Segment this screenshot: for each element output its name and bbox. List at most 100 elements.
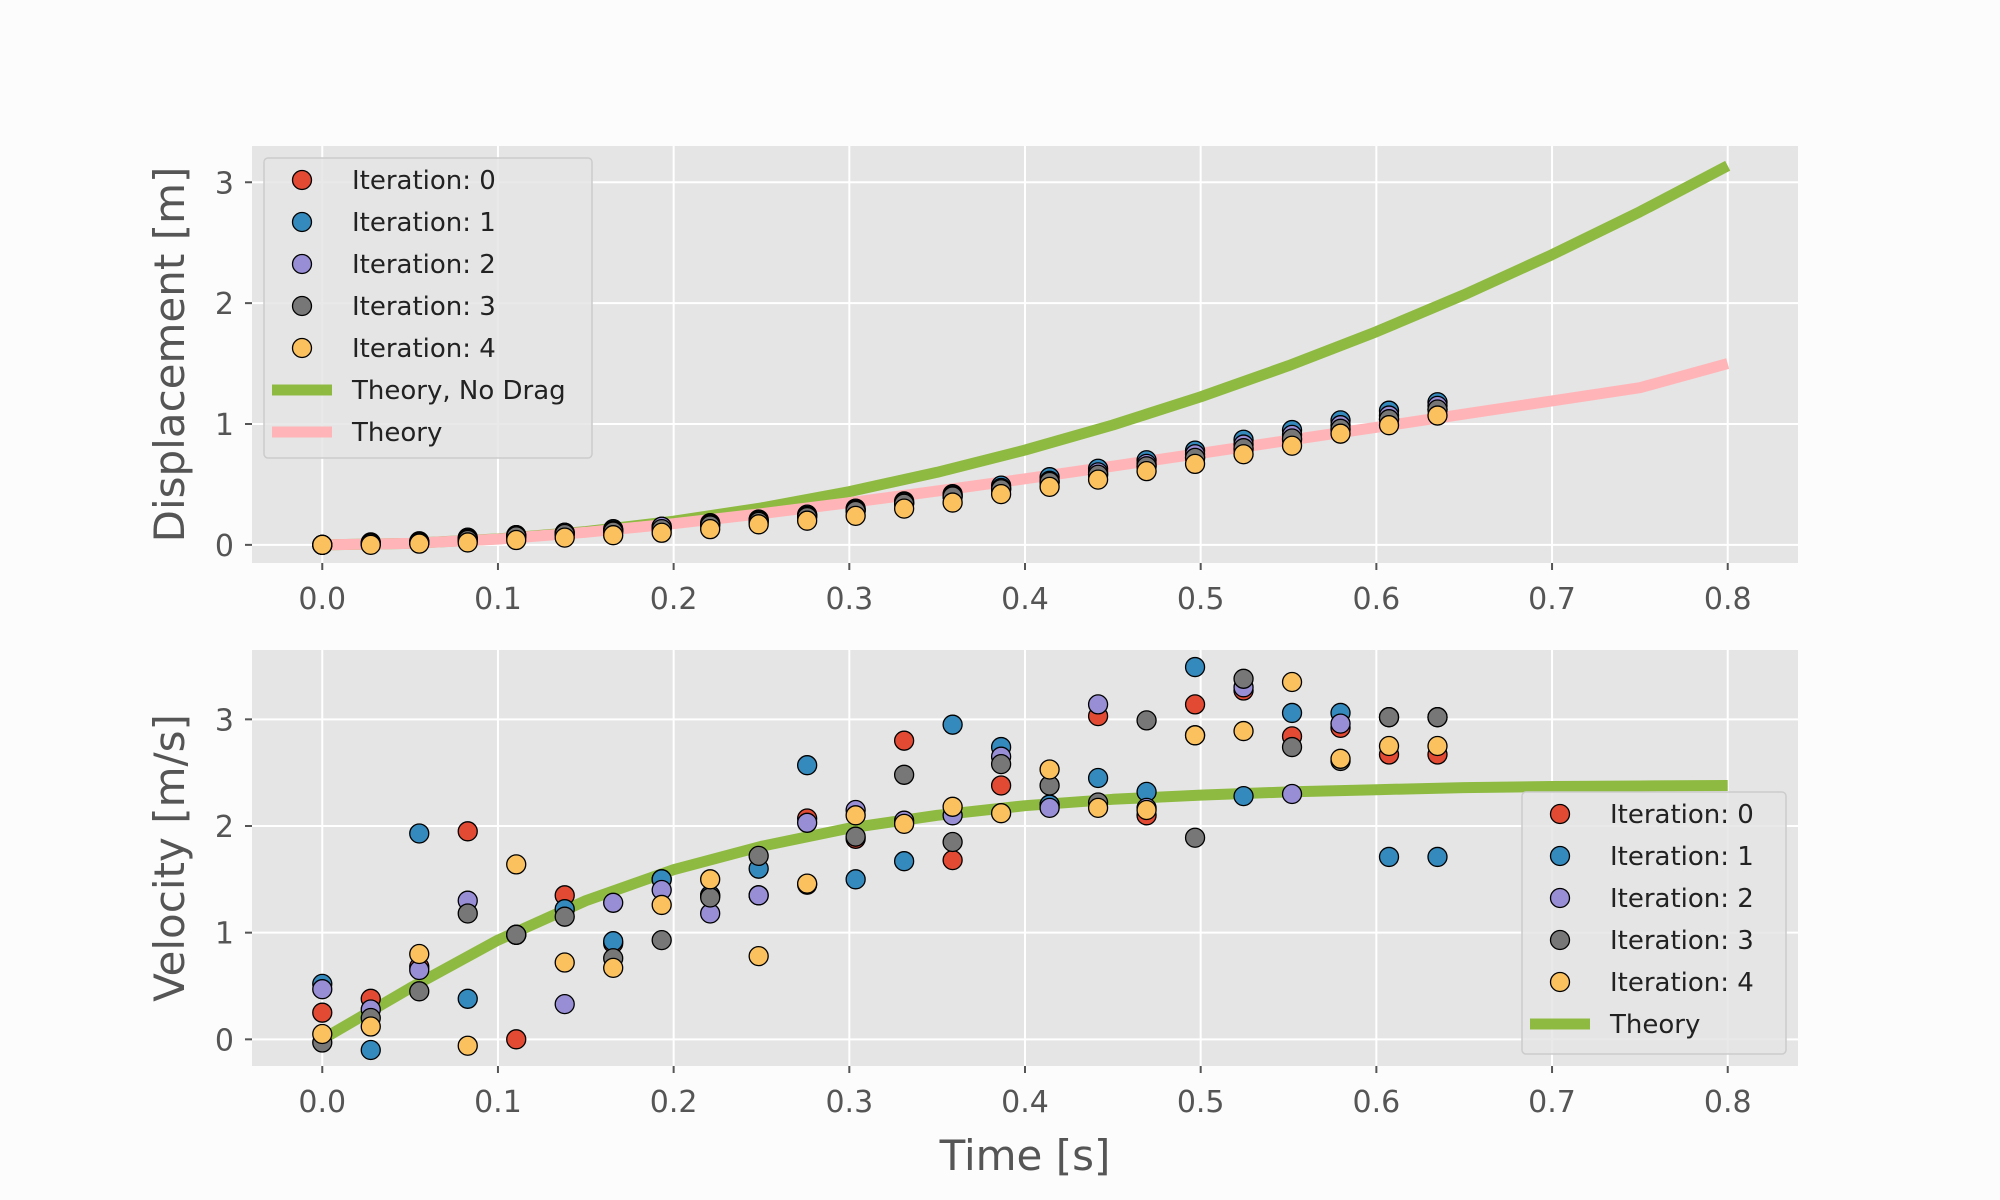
panel-2-point-iteration-2 — [1039, 797, 1060, 819]
panel-2-point-iteration-1 — [942, 714, 963, 735]
panel-2-point-iteration-1 — [1378, 846, 1400, 868]
panel-1-legend: Iteration: 0 Iteration: 1 Iteration: 2 Iter… — [263, 157, 593, 459]
panel-1: 0.0 0.1 0.2 0.3 0.4 0.5 0.6 0.7 0.8 0 1 2 3 Displacem… — [145, 146, 1798, 617]
panel-2-x-tick-label: 0.7 — [1528, 1085, 1576, 1120]
panel-2-x-tick-label: 0.2 — [650, 1085, 698, 1120]
panel-1-point-iteration-4 — [1136, 460, 1157, 482]
panel-1-point-iteration-4 — [748, 514, 769, 535]
panel-2-point-iteration-4 — [1427, 735, 1448, 757]
panel-2-y-tick-label: 0 — [215, 1023, 234, 1058]
panel-2-point-iteration-3 — [700, 887, 721, 908]
panel-1-x-tick-label: 0.2 — [650, 582, 698, 617]
panel-1-y-tick-label: 3 — [215, 166, 234, 201]
panel-1-point-iteration-4 — [1281, 435, 1303, 456]
panel-2-point-iteration-2 — [797, 812, 818, 833]
panel-1-point-iteration-4 — [409, 533, 430, 554]
panel-1-x-tick-label: 0.8 — [1704, 582, 1752, 617]
panel-1-point-iteration-4 — [603, 525, 624, 546]
panel-1-point-iteration-4 — [1184, 453, 1206, 475]
panel-2-point-iteration-1 — [409, 823, 430, 844]
panel-2-legend-box — [1521, 791, 1787, 1055]
panel-1-legend-marker-iteration-3 — [291, 295, 313, 317]
panel-1-point-iteration-4 — [845, 505, 866, 527]
panel-1-legend-marker-iteration-2 — [291, 253, 313, 275]
panel-2-x-tick-label: 0.6 — [1353, 1085, 1401, 1120]
panel-2-legend-marker-iteration-1 — [1549, 845, 1571, 867]
panel-2-point-iteration-3 — [845, 826, 866, 847]
panel-2-point-iteration-4 — [1039, 759, 1060, 780]
panel-2-legend-label: Iteration: 4 — [1610, 968, 1754, 998]
panel-2-point-iteration-4 — [506, 854, 527, 875]
panel-2-x-tick-label: 0.0 — [298, 1085, 346, 1120]
panel-2-point-iteration-4 — [797, 873, 818, 894]
panel-1-point-iteration-4 — [1427, 405, 1448, 426]
panel-1-legend-label: Iteration: 3 — [352, 292, 496, 322]
panel-2-x-axis-title: Time [s] — [939, 1131, 1111, 1180]
panel-2-point-iteration-4 — [748, 945, 769, 967]
panel-1-legend-marker-iteration-4 — [291, 337, 313, 359]
panel-2-legend: Iteration: 0 Iteration: 1 Iteration: 2 Iter… — [1521, 791, 1787, 1055]
panel-1-x-tick-label: 0.7 — [1528, 582, 1576, 617]
panel-2-point-iteration-0 — [1184, 694, 1206, 715]
panel-2-point-iteration-1 — [360, 1039, 381, 1061]
panel-1-legend-label: Iteration: 0 — [352, 166, 496, 196]
panel-2-point-iteration-3 — [990, 753, 1012, 775]
panel-2-point-iteration-4 — [845, 805, 866, 826]
panel-2-point-iteration-3 — [1233, 668, 1254, 689]
panel-1-x-tick-label: 0.4 — [1001, 582, 1049, 617]
panel-1-point-iteration-4 — [990, 483, 1012, 505]
panel-2-point-iteration-1 — [797, 755, 818, 776]
panel-1-y-tick-label: 1 — [215, 408, 234, 443]
panel-2-legend-label: Iteration: 2 — [1610, 884, 1754, 914]
panel-2-point-iteration-4 — [409, 943, 430, 965]
panel-2-point-iteration-3 — [893, 764, 915, 785]
panel-2-point-iteration-4 — [1330, 748, 1351, 769]
panel-2-y-tick-label: 1 — [215, 917, 234, 952]
panel-1-legend-label: Iteration: 2 — [352, 250, 496, 280]
panel-1-point-iteration-4 — [1330, 423, 1351, 444]
panel-2-point-iteration-2 — [1087, 694, 1109, 715]
panel-2-point-iteration-1 — [603, 931, 624, 952]
panel-1-legend-label: Iteration: 4 — [352, 334, 496, 364]
panel-1-point-iteration-4 — [700, 519, 721, 540]
panel-1-point-iteration-4 — [1039, 476, 1060, 498]
panel-2-point-iteration-1 — [1281, 702, 1303, 724]
panel-2-point-iteration-4 — [1087, 797, 1109, 819]
panel-2-point-iteration-1 — [1087, 767, 1109, 789]
panel-2-point-iteration-3 — [506, 924, 527, 945]
panel-1-x-tick-label: 0.1 — [474, 582, 522, 617]
panel-2-legend-label: Iteration: 3 — [1610, 926, 1754, 956]
panel-2-point-iteration-4 — [1233, 720, 1254, 742]
panel-2-point-iteration-3 — [457, 903, 478, 924]
panel-2-point-iteration-2 — [1330, 713, 1351, 734]
panel-2-point-iteration-3 — [651, 929, 672, 951]
panel-2-point-iteration-3 — [1281, 736, 1303, 758]
panel-2-point-iteration-4 — [990, 803, 1012, 824]
panel-2-x-tick-label: 0.8 — [1704, 1085, 1752, 1120]
panel-2-point-iteration-3 — [748, 845, 769, 867]
panel-2-point-iteration-2 — [748, 885, 769, 906]
panel-2-x-tick-label: 0.1 — [474, 1085, 522, 1120]
panel-1-legend-marker-iteration-1 — [291, 211, 313, 233]
panel-2-point-iteration-3 — [554, 906, 575, 927]
panel-2-point-iteration-4 — [457, 1035, 478, 1056]
panel-2-point-iteration-0 — [312, 1002, 333, 1023]
panel-2-legend-label: Theory — [1609, 1010, 1700, 1040]
panel-2-x-tick-label: 0.4 — [1001, 1085, 1049, 1120]
panel-2-point-iteration-3 — [1427, 707, 1448, 728]
panel-2-point-iteration-2 — [312, 979, 333, 1000]
panel-2-point-iteration-4 — [651, 894, 672, 916]
panel-2-point-iteration-0 — [457, 821, 478, 842]
panel-1-point-iteration-4 — [312, 534, 333, 556]
panel-2-point-iteration-3 — [1378, 707, 1400, 728]
panel-2-legend-marker-iteration-0 — [1549, 803, 1571, 825]
panel-2-point-iteration-1 — [893, 851, 915, 872]
panel-1-y-tick-label: 0 — [215, 529, 234, 564]
panel-2-x-tick-label: 0.5 — [1177, 1085, 1225, 1120]
panel-1-point-iteration-4 — [1087, 469, 1109, 490]
panel-1-y-axis-title: Displacement [m] — [145, 167, 194, 543]
panel-2-point-iteration-4 — [700, 869, 721, 890]
panel-2-legend-marker-iteration-3 — [1549, 929, 1571, 951]
panel-1-point-iteration-4 — [506, 529, 527, 551]
